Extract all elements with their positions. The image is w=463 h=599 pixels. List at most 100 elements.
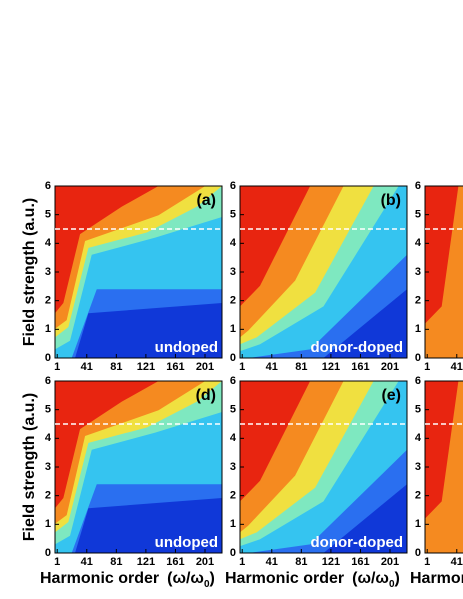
- y-axis-label: Field strength (a.u.): [21, 198, 38, 346]
- x-tick-label: 1: [54, 556, 60, 568]
- x-axis-label-text: Harmonic order: [40, 570, 159, 587]
- x-axis-label-unit: (ω/ω: [167, 570, 204, 587]
- x-tick-label: 41: [451, 556, 463, 568]
- x-tick-label: 1: [239, 361, 245, 373]
- y-tick-label: 0: [45, 352, 51, 364]
- x-tick-label: 201: [196, 556, 214, 568]
- heatmap-region: [55, 186, 159, 314]
- x-tick-label: 1: [424, 556, 430, 568]
- y-tick-label: 0: [230, 547, 236, 559]
- x-axis-label-close: ): [210, 570, 215, 587]
- panel-annotation: donor-doped: [311, 339, 403, 356]
- y-tick-label: 2: [45, 295, 51, 307]
- y-tick-label: 1: [415, 518, 421, 530]
- y-tick-label: 4: [415, 432, 422, 444]
- x-axis-label: Harmonic order (ω/ω0): [40, 570, 215, 589]
- y-tick-label: 0: [45, 547, 51, 559]
- y-tick-label: 4: [415, 237, 422, 249]
- y-tick-label: 1: [415, 323, 421, 335]
- x-tick-label: 1: [239, 556, 245, 568]
- x-tick-label: 201: [381, 361, 399, 373]
- panel-annotation: undoped: [155, 534, 218, 551]
- heatmap: [240, 381, 407, 553]
- heatmap-region: [55, 381, 159, 509]
- y-tick-label: 5: [415, 404, 421, 416]
- x-tick-label: 41: [266, 556, 278, 568]
- x-tick-label: 121: [137, 556, 155, 568]
- y-tick-label: 6: [45, 375, 51, 387]
- panel-annotation: undoped: [155, 339, 218, 356]
- heatmap-region: [240, 381, 311, 502]
- y-tick-label: 1: [230, 323, 236, 335]
- y-tick-label: 6: [230, 375, 236, 387]
- x-tick-label: 1: [424, 361, 430, 373]
- x-tick-label: 121: [322, 556, 340, 568]
- y-tick-label: 3: [230, 461, 236, 473]
- y-tick-label: 0: [415, 547, 421, 559]
- y-tick-label: 6: [415, 375, 421, 387]
- y-tick-label: 1: [45, 518, 51, 530]
- x-tick-label: 41: [451, 361, 463, 373]
- y-tick-label: 5: [230, 209, 236, 221]
- y-tick-label: 0: [230, 352, 236, 364]
- panel-label: (d): [196, 387, 216, 404]
- x-axis-label-text: Harmonic order: [225, 570, 344, 587]
- y-tick-label: 2: [45, 490, 51, 502]
- x-tick-label: 161: [351, 361, 369, 373]
- y-tick-label: 5: [230, 404, 236, 416]
- y-tick-label: 4: [230, 432, 237, 444]
- y-tick-label: 1: [45, 323, 51, 335]
- y-axis-label: Field strength (a.u.): [21, 393, 38, 541]
- y-tick-label: 2: [230, 295, 236, 307]
- x-tick-label: 81: [295, 361, 307, 373]
- y-tick-label: 1: [230, 518, 236, 530]
- x-axis-label-text: Harmonic order: [410, 570, 463, 587]
- x-tick-label: 201: [381, 556, 399, 568]
- x-tick-label: 161: [166, 556, 184, 568]
- x-tick-label: 81: [295, 556, 307, 568]
- y-tick-label: 2: [230, 490, 236, 502]
- x-tick-label: 81: [110, 556, 122, 568]
- heatmap: [55, 186, 222, 358]
- x-tick-label: 81: [110, 361, 122, 373]
- heatmap-region: [425, 381, 459, 519]
- heatmap: [425, 381, 463, 553]
- y-tick-label: 6: [415, 180, 421, 192]
- y-tick-label: 3: [415, 461, 421, 473]
- x-axis-label-close: ): [395, 570, 400, 587]
- y-tick-label: 5: [45, 404, 51, 416]
- x-tick-label: 161: [351, 556, 369, 568]
- x-axis-label-sub: 0: [204, 579, 210, 590]
- heatmap: [240, 186, 407, 358]
- y-tick-label: 3: [45, 266, 51, 278]
- y-tick-label: 2: [415, 490, 421, 502]
- y-tick-label: 5: [45, 209, 51, 221]
- panel-label: (b): [381, 192, 401, 209]
- panel-label: (a): [196, 192, 216, 209]
- panel-annotation: donor-doped: [311, 534, 403, 551]
- x-tick-label: 121: [137, 361, 155, 373]
- x-tick-label: 161: [166, 361, 184, 373]
- y-tick-label: 4: [230, 237, 237, 249]
- heatmap: [55, 381, 222, 553]
- heatmap-region: [240, 186, 311, 307]
- x-axis-label: Harmonic order: [410, 570, 463, 587]
- y-tick-label: 6: [45, 180, 51, 192]
- x-axis-label: Harmonic order (ω/ω0): [225, 570, 400, 589]
- x-tick-label: 41: [81, 556, 93, 568]
- y-tick-label: 3: [230, 266, 236, 278]
- y-tick-label: 5: [415, 209, 421, 221]
- panel-label: (e): [381, 387, 401, 404]
- y-tick-label: 3: [45, 461, 51, 473]
- y-tick-label: 4: [45, 432, 52, 444]
- y-tick-label: 3: [415, 266, 421, 278]
- y-tick-label: 6: [230, 180, 236, 192]
- x-tick-label: 41: [81, 361, 93, 373]
- x-tick-label: 121: [322, 361, 340, 373]
- y-tick-label: 0: [415, 352, 421, 364]
- heatmap-region: [425, 186, 459, 324]
- x-axis-label-sub: 0: [389, 579, 395, 590]
- x-axis-label-unit: (ω/ω: [352, 570, 389, 587]
